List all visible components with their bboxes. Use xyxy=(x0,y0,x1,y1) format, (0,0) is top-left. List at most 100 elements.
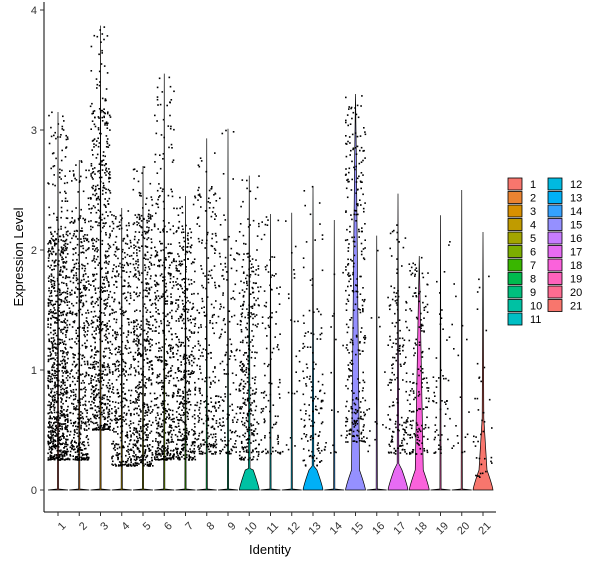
data-point xyxy=(232,445,234,448)
data-point xyxy=(145,456,147,459)
data-point xyxy=(201,378,204,381)
data-point xyxy=(73,445,75,448)
data-point xyxy=(83,453,85,456)
data-point xyxy=(161,386,163,388)
data-point xyxy=(150,456,153,459)
data-point xyxy=(181,409,183,411)
data-point xyxy=(200,400,202,402)
data-point xyxy=(51,424,54,427)
data-point xyxy=(144,431,146,434)
data-point xyxy=(186,237,189,240)
data-point xyxy=(170,143,173,146)
data-point xyxy=(182,449,184,452)
data-point xyxy=(138,247,141,249)
data-point xyxy=(80,279,83,282)
data-point xyxy=(252,345,254,347)
data-point xyxy=(55,322,58,324)
data-point xyxy=(76,417,79,420)
data-point xyxy=(90,207,93,210)
data-point xyxy=(143,166,146,168)
data-point xyxy=(49,301,52,304)
data-point xyxy=(61,414,63,417)
data-point xyxy=(81,373,84,375)
data-point xyxy=(65,256,67,259)
data-point xyxy=(90,220,92,222)
data-point xyxy=(274,423,277,425)
data-point xyxy=(48,247,50,250)
data-point xyxy=(65,348,67,350)
data-point xyxy=(100,322,103,324)
data-point xyxy=(109,171,111,173)
data-point xyxy=(163,408,165,410)
data-point xyxy=(72,267,75,269)
data-point xyxy=(201,394,203,397)
data-point xyxy=(73,248,75,251)
data-point xyxy=(137,448,140,450)
data-point xyxy=(51,152,54,155)
data-point xyxy=(94,287,97,290)
data-point xyxy=(192,361,195,364)
data-point xyxy=(68,301,71,303)
data-point xyxy=(77,453,80,456)
data-point xyxy=(103,425,105,427)
data-point xyxy=(151,330,154,332)
data-point xyxy=(186,288,189,290)
data-point xyxy=(176,268,178,270)
data-point xyxy=(64,334,67,336)
data-point xyxy=(170,429,172,432)
data-point xyxy=(76,230,79,232)
data-point xyxy=(196,223,198,225)
data-point xyxy=(64,423,67,425)
data-point xyxy=(80,364,83,367)
data-point xyxy=(279,451,282,454)
data-point xyxy=(190,262,193,265)
data-point xyxy=(47,360,50,363)
data-point xyxy=(76,268,78,270)
data-point xyxy=(83,444,86,447)
data-point xyxy=(271,312,273,314)
data-point xyxy=(67,418,69,420)
data-point xyxy=(158,454,160,456)
data-point xyxy=(194,450,196,453)
data-point xyxy=(61,169,63,172)
data-point xyxy=(246,400,249,402)
data-point xyxy=(109,235,111,237)
data-point xyxy=(143,237,146,240)
data-point xyxy=(54,386,56,389)
data-point xyxy=(144,348,146,350)
data-point xyxy=(115,368,117,371)
data-point xyxy=(158,313,160,315)
data-point xyxy=(265,268,267,271)
data-point xyxy=(103,225,105,227)
data-point xyxy=(149,277,152,280)
data-point xyxy=(81,305,84,308)
data-point xyxy=(132,258,135,260)
data-point xyxy=(118,228,121,230)
data-point xyxy=(226,418,229,420)
data-point xyxy=(63,265,66,268)
data-point xyxy=(164,266,166,269)
data-point xyxy=(91,172,94,174)
data-point xyxy=(56,290,59,293)
data-point xyxy=(180,316,182,319)
data-point xyxy=(66,386,68,389)
data-point xyxy=(120,401,123,404)
data-point xyxy=(169,356,171,359)
data-point xyxy=(215,451,217,453)
data-point xyxy=(68,312,71,314)
data-point xyxy=(172,356,175,358)
data-point xyxy=(49,292,52,295)
data-point xyxy=(50,237,53,240)
data-point xyxy=(279,286,281,288)
data-point xyxy=(107,215,109,217)
data-point xyxy=(65,331,68,334)
data-point xyxy=(62,394,64,397)
data-point xyxy=(113,431,115,433)
data-point xyxy=(95,192,98,195)
data-point xyxy=(149,328,151,330)
data-point xyxy=(187,338,189,340)
data-point xyxy=(167,243,170,245)
data-point xyxy=(82,443,85,446)
data-point xyxy=(121,264,123,266)
data-point xyxy=(177,214,180,216)
